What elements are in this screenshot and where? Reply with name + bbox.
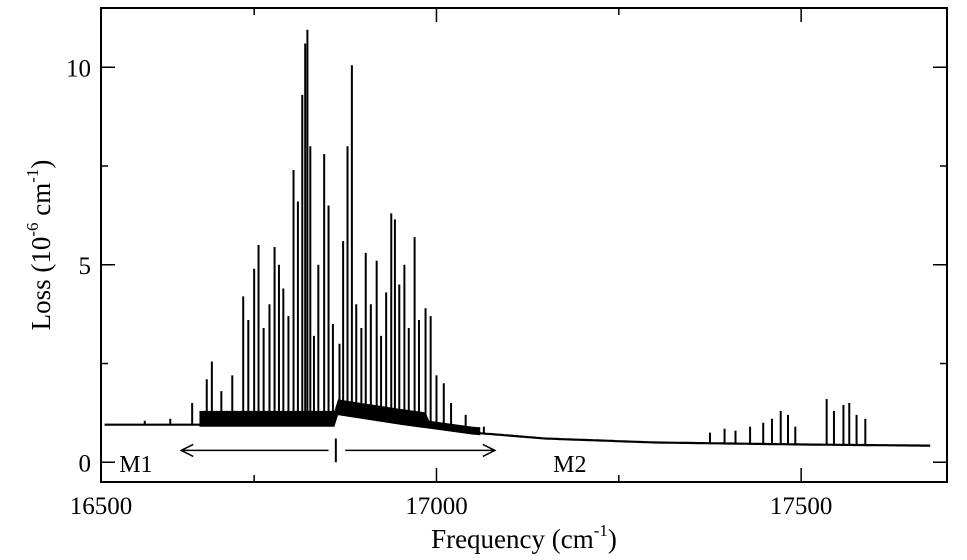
- annotations: M1 M2: [119, 438, 587, 478]
- spectrum-series: [104, 29, 931, 447]
- plot-frame: [100, 7, 948, 483]
- arrow-head: [179, 443, 194, 458]
- x-tick-label: 17000: [405, 493, 468, 520]
- y-axis-title-sup1: -6: [23, 223, 42, 237]
- axis-ticks: 16500 17000 17500 0 5 10: [66, 8, 947, 520]
- spectrum-band: [199, 399, 481, 436]
- y-tick-label: 5: [79, 253, 92, 280]
- x-axis-title: Frequency (cm-1): [431, 521, 617, 554]
- annotation-label: M1: [119, 452, 152, 478]
- x-axis-title-main: Frequency (cm: [431, 524, 594, 554]
- x-axis-title-sup: -1: [594, 521, 608, 540]
- y-axis-title-sup2: -1: [23, 169, 42, 183]
- x-tick-label: 16500: [70, 493, 133, 520]
- arrow-head: [482, 443, 497, 458]
- x-axis-title-end: ): [608, 524, 617, 554]
- y-tick-label: 0: [79, 450, 92, 477]
- y-axis-title-main: Loss (10: [26, 237, 56, 331]
- x-tick-label: 17500: [770, 493, 833, 520]
- annotation-label: M2: [553, 452, 586, 478]
- y-axis-title-end: ): [26, 160, 56, 169]
- y-tick-label: 10: [66, 55, 91, 82]
- y-axis-title-mid: cm: [26, 183, 56, 223]
- y-axis-title: Loss (10-6 cm-1): [23, 160, 56, 331]
